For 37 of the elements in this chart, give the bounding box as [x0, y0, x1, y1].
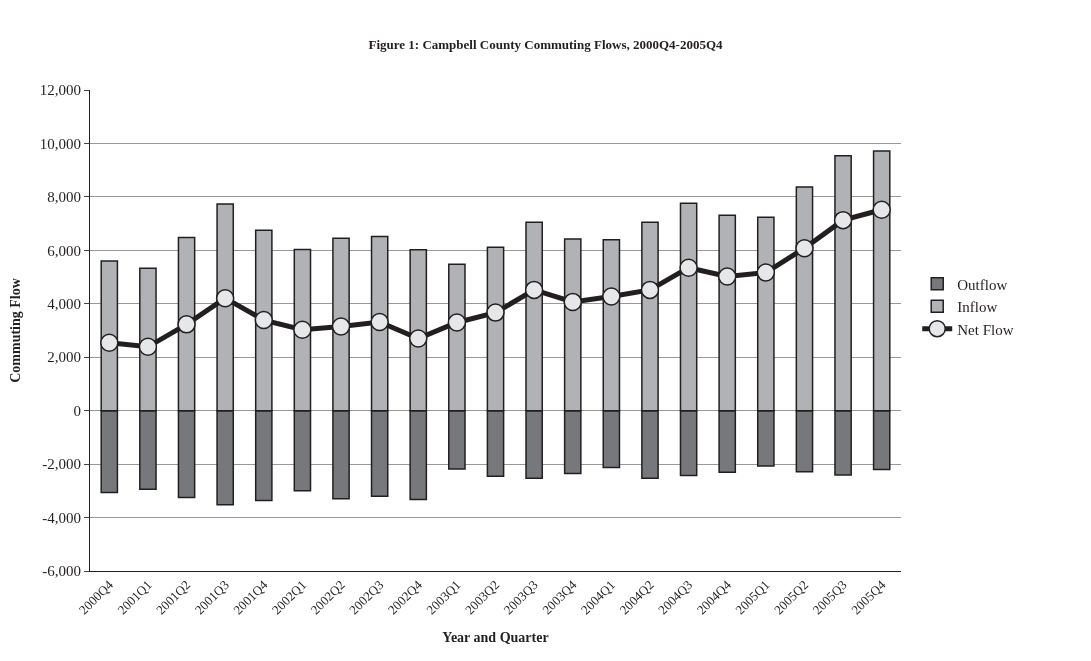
point [409, 329, 428, 348]
point [100, 333, 119, 353]
y-tick-label: 6,000 [47, 242, 81, 259]
x-axis-title: Year and Quarter [442, 629, 549, 645]
point [177, 315, 196, 334]
y-axis-title: Commuting Flow [8, 277, 24, 383]
point [524, 280, 544, 300]
y-tick-label: 10,000 [39, 135, 81, 152]
legend-label: Outflow [957, 276, 1008, 293]
y-tick-label: -4,000 [42, 509, 81, 526]
point [293, 320, 312, 339]
y-tick-label: -6,000 [42, 563, 81, 580]
point [138, 337, 158, 357]
point [833, 210, 853, 230]
y-tick-label: 2,000 [47, 349, 81, 366]
point [717, 267, 737, 286]
legend-label: Net Flow [957, 321, 1014, 338]
point [254, 310, 274, 330]
y-tick-label: -2,000 [42, 456, 81, 473]
point [486, 303, 505, 322]
point [370, 312, 389, 332]
point [756, 263, 776, 282]
y-tick-label: 12,000 [39, 82, 81, 99]
y-tick-label: 8,000 [47, 189, 81, 206]
y-tick-label: 4,000 [47, 296, 81, 313]
point [331, 317, 351, 336]
y-tick-label: 0 [73, 402, 81, 419]
point [795, 238, 814, 258]
chart-title: Figure 1: Campbell County Commuting Flows, 2000Q4-2005Q4 [368, 36, 724, 52]
point [872, 200, 891, 219]
point [640, 280, 660, 300]
point [679, 258, 698, 277]
legend-label: Inflow [957, 299, 998, 316]
point [447, 313, 467, 332]
point [215, 288, 235, 308]
point [563, 292, 582, 312]
point [602, 287, 621, 306]
